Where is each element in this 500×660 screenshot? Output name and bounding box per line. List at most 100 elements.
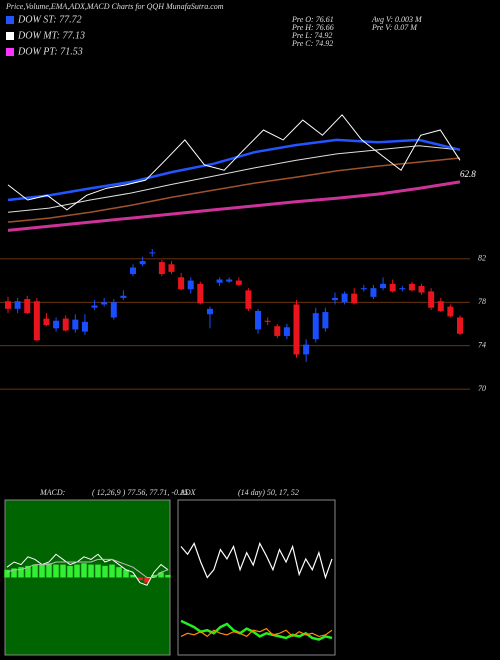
candle-body [322, 312, 329, 329]
candle-body [245, 290, 252, 309]
panel-title: MACD: [39, 488, 66, 497]
candle-body [331, 297, 338, 301]
signal-line [6, 558, 169, 578]
info-text: Pre O: 76.61 [291, 15, 334, 24]
candle-body [33, 301, 40, 341]
histogram-bar [109, 564, 115, 578]
info-text: Pre L: 74.92 [291, 31, 332, 40]
histogram-bar [165, 574, 171, 578]
histogram-bar [144, 577, 150, 583]
candle-body [274, 326, 281, 336]
histogram-bar [88, 564, 94, 578]
histogram-bar [32, 564, 38, 578]
candle-body [389, 283, 396, 292]
candle-body [255, 310, 262, 330]
y-tick-label: 70 [478, 384, 486, 393]
candle-body [91, 305, 98, 308]
candle-body [110, 302, 117, 318]
price-line [7, 157, 461, 223]
annotation: 62.8 [460, 169, 476, 179]
candle-body [14, 301, 21, 309]
histogram-bar [130, 574, 136, 578]
legend-label: DOW PT: 71.53 [17, 46, 83, 57]
candle-body [264, 320, 271, 322]
candle-body [428, 291, 435, 308]
candle-body [437, 301, 444, 311]
histogram-bar [39, 564, 45, 578]
candle-body [53, 320, 60, 329]
candle-body [43, 318, 50, 326]
histogram-bar [4, 569, 10, 578]
candle-body [457, 317, 463, 334]
y-tick-label: 74 [478, 341, 486, 350]
candle-body [216, 279, 223, 283]
info-text: Avg V: 0.003 M [371, 15, 423, 24]
histogram-bar [25, 565, 31, 578]
info-text: Pre H: 76.66 [291, 23, 334, 32]
price-line [7, 180, 461, 232]
candle-body [5, 301, 11, 309]
histogram-bar [137, 577, 143, 581]
panel-subtitle: ( 12,26,9 ) 77.56, 77.71, -0.15 [92, 488, 188, 497]
legend-swatch [6, 16, 14, 24]
candle-body [370, 288, 377, 297]
candle-body [235, 280, 242, 285]
candle-body [283, 327, 290, 336]
price-line [7, 114, 461, 211]
histogram-bar [46, 563, 52, 578]
histogram-bar [116, 567, 122, 578]
candle-body [187, 280, 194, 290]
panel-subtitle: (14 day) 50, 17, 52 [238, 488, 299, 497]
candle-body [24, 299, 31, 314]
histogram-bar [102, 565, 108, 578]
panel [177, 499, 336, 656]
chart-title: Price,Volume,EMA,ADX,MACD Charts for QQH… [5, 2, 224, 11]
histogram-bar [95, 564, 101, 578]
y-tick-label: 82 [478, 254, 486, 263]
candle-body [81, 321, 88, 332]
histogram-bar [53, 564, 59, 578]
candle-body [312, 313, 319, 340]
candle-body [351, 293, 358, 304]
candle-body [447, 306, 454, 317]
candle-body [130, 267, 137, 275]
candle-body [418, 286, 425, 293]
candle-body [101, 302, 108, 305]
histogram-bar [151, 574, 157, 578]
info-text: Pre C: 74.92 [291, 39, 333, 48]
candle-body [120, 295, 127, 298]
info-text: Pre V: 0.07 M [371, 23, 418, 32]
histogram-bar [67, 565, 73, 578]
histogram-bar [11, 568, 17, 578]
candle-body [399, 288, 406, 290]
price-line [7, 138, 461, 202]
price-line [7, 145, 461, 213]
candle-body [197, 283, 204, 304]
candle-body [168, 264, 175, 272]
adx-line [180, 627, 333, 638]
histogram-bar [158, 572, 164, 578]
candle-body [226, 279, 233, 282]
candle-body [206, 308, 213, 315]
candle-body [303, 344, 310, 355]
legend-swatch [6, 32, 14, 40]
candle-body [293, 304, 300, 355]
candle-body [158, 262, 165, 275]
legend-label: DOW ST: 77.72 [17, 14, 82, 25]
candle-body [408, 283, 415, 291]
candle-body [62, 318, 69, 331]
candle-body [360, 288, 367, 290]
candle-body [178, 277, 185, 290]
candle-body [341, 293, 348, 303]
histogram-bar [60, 564, 66, 578]
panel-title: ADX [179, 488, 197, 497]
adx-line [180, 541, 333, 580]
legend-label: DOW MT: 77.13 [17, 30, 85, 41]
histogram-bar [18, 567, 24, 578]
legend-swatch [6, 48, 14, 56]
candle-body [149, 252, 156, 254]
histogram-bar [123, 569, 129, 578]
histogram-bar [74, 564, 80, 578]
candle-body [139, 261, 146, 265]
